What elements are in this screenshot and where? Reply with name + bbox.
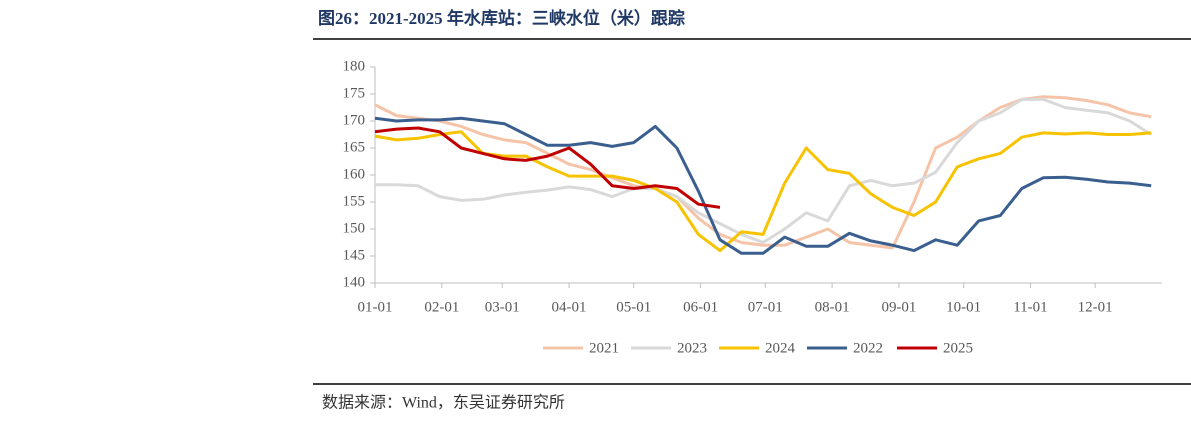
x-tick-label: 03-01 [485,299,520,315]
y-tick-label: 160 [343,166,366,182]
x-tick-label: 12-01 [1078,299,1113,315]
series-line [374,116,1152,255]
legend-label: 2024 [765,340,796,356]
x-tick-label: 04-01 [552,299,587,315]
y-tick-label: 140 [343,274,366,290]
x-tick-label: 11-01 [1013,299,1047,315]
y-tick-label: 180 [343,58,366,74]
y-tick-label: 150 [343,220,366,236]
series-line [375,97,1152,244]
x-tick-label: 08-01 [815,299,850,315]
series-line [374,95,1152,250]
x-tick-label: 05-01 [616,299,651,315]
legend-label: 2022 [853,340,883,356]
x-tick-label: 06-01 [683,299,718,315]
series-line [374,126,721,209]
series-line [374,130,1152,253]
x-tick-label: 09-01 [881,299,916,315]
x-tick-label: 07-01 [748,299,783,315]
y-tick-label: 155 [343,193,366,209]
source-note: 数据来源：Wind，东吴证券研究所 [322,394,565,412]
chart-title: 图26：2021-2025 年水库站：三峡水位（米）跟踪 [318,8,685,28]
y-tick-label: 165 [343,139,366,155]
x-tick-label: 01-01 [358,299,393,315]
x-tick-label: 10-01 [946,299,981,315]
y-tick-label: 175 [343,85,366,101]
x-tick-label: 02-01 [424,299,459,315]
y-tick-label: 170 [343,112,366,128]
legend-label: 2021 [589,340,619,356]
legend-label: 2023 [677,340,707,356]
y-tick-label: 145 [343,247,366,263]
legend-label: 2025 [943,340,973,356]
